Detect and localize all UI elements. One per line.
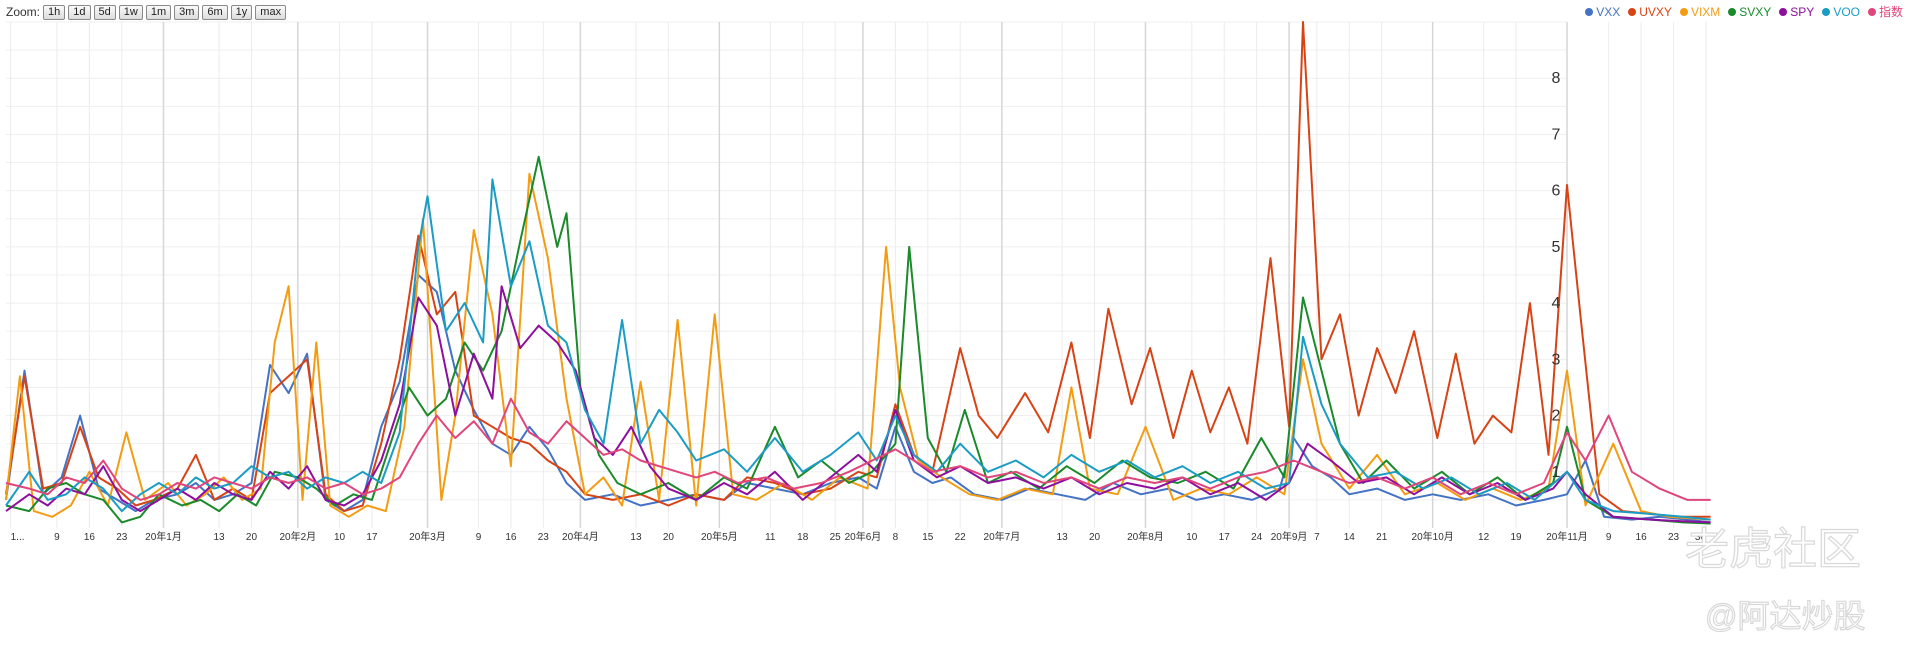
series-line-3 bbox=[5, 155, 1711, 525]
y-tick-label: 4 bbox=[1552, 295, 1561, 312]
x-tick-label: 18 bbox=[797, 532, 809, 543]
watermark: 老虎社区 @阿达炒股 bbox=[1684, 524, 1866, 634]
x-tick-label: 20 bbox=[663, 532, 675, 543]
x-tick-label: 20 bbox=[1089, 532, 1101, 543]
x-tick-label: 20年8月 bbox=[1127, 530, 1164, 543]
legend-item-svxy[interactable]: SVXY bbox=[1728, 4, 1771, 20]
x-tick-label: 11 bbox=[765, 532, 776, 543]
legend-dot-icon bbox=[1867, 8, 1876, 16]
x-tick-label: 16 bbox=[1636, 532, 1648, 543]
x-tick-label: 20年5月 bbox=[701, 530, 738, 543]
zoom-1h-button[interactable]: 1h bbox=[43, 4, 66, 20]
x-tick-label: 12 bbox=[1478, 532, 1490, 543]
x-tick-label: 20年11月 bbox=[1546, 530, 1588, 543]
legend-item-uvxy[interactable]: UVXY bbox=[1628, 4, 1672, 20]
x-tick-label: 20年3月 bbox=[409, 530, 446, 543]
x-tick-label: 15 bbox=[922, 532, 934, 543]
legend: VXX UVXY VIXM SVXY SPY VOO 指数 bbox=[1585, 4, 1903, 20]
x-tick-label: 16 bbox=[505, 532, 517, 543]
x-tick-label: 1... bbox=[11, 532, 25, 543]
watermark-line1: 老虎社区 bbox=[1685, 525, 1861, 574]
x-tick-label: 25 bbox=[830, 532, 842, 543]
legend-label: UVXY bbox=[1639, 5, 1672, 19]
legend-dot-icon bbox=[1628, 8, 1637, 16]
x-tick-label: 20年4月 bbox=[562, 530, 599, 543]
legend-dot-icon bbox=[1679, 8, 1688, 16]
x-tick-label: 20年10月 bbox=[1412, 530, 1454, 543]
zoom-toolbar: Zoom: 1h 1d 5d 1w 1m 3m 6m 1y max bbox=[6, 4, 289, 20]
zoom-1d-button[interactable]: 1d bbox=[68, 4, 91, 20]
zoom-1w-button[interactable]: 1w bbox=[118, 4, 143, 20]
x-tick-label: 13 bbox=[214, 532, 226, 543]
x-tick-label: 16 bbox=[84, 532, 96, 543]
legend-item-vxx[interactable]: VXX bbox=[1585, 4, 1620, 20]
x-tick-label: 14 bbox=[1344, 532, 1356, 543]
x-tick-label: 13 bbox=[1057, 532, 1069, 543]
x-tick-label: 20年1月 bbox=[145, 530, 182, 543]
zoom-label: Zoom: bbox=[6, 5, 41, 19]
y-tick-label: 2 bbox=[1552, 408, 1561, 425]
legend-label: VXX bbox=[1596, 5, 1621, 19]
x-tick-label: 7 bbox=[1314, 532, 1320, 543]
legend-label: VIXM bbox=[1690, 5, 1721, 19]
x-tick-label: 19 bbox=[1510, 532, 1522, 543]
x-tick-label: 23 bbox=[116, 532, 128, 543]
x-tick-label: 24 bbox=[1251, 532, 1263, 543]
legend-label: SPY bbox=[1790, 5, 1815, 19]
x-tick-label: 20年2月 bbox=[279, 530, 316, 543]
series-line-5 bbox=[5, 178, 1711, 521]
y-tick-label: 1 bbox=[1552, 464, 1561, 481]
y-tick-label: 7 bbox=[1552, 126, 1561, 143]
legend-item-vixm[interactable]: VIXM bbox=[1679, 4, 1721, 20]
x-tick-label: 17 bbox=[1219, 532, 1231, 543]
x-tick-label: 9 bbox=[476, 532, 482, 543]
watermark-line2: @阿达炒股 bbox=[1705, 598, 1866, 634]
x-tick-label: 9 bbox=[54, 532, 60, 543]
y-tick-label: 3 bbox=[1552, 351, 1561, 368]
legend-item-voo[interactable]: VOO bbox=[1822, 4, 1860, 20]
x-tick-label: 8 bbox=[893, 532, 899, 543]
legend-item-spy[interactable]: SPY bbox=[1779, 4, 1814, 20]
series-line-1 bbox=[5, 21, 1711, 518]
x-tick-label: 23 bbox=[1668, 532, 1680, 543]
zoom-1m-button[interactable]: 1m bbox=[145, 4, 172, 20]
x-tick-label: 10 bbox=[1186, 532, 1198, 543]
legend-dot-icon bbox=[1822, 8, 1831, 16]
zoom-3m-button[interactable]: 3m bbox=[174, 4, 200, 20]
series-line-6 bbox=[5, 397, 1711, 501]
legend-label: VOO bbox=[1833, 5, 1860, 19]
series-line-4 bbox=[5, 285, 1711, 524]
legend-dot-icon bbox=[1779, 8, 1788, 16]
x-tick-label: 20 bbox=[246, 532, 258, 543]
x-tick-label: 20年7月 bbox=[984, 530, 1021, 543]
legend-label: 指数 bbox=[1878, 5, 1903, 19]
y-tick-label: 6 bbox=[1552, 183, 1561, 200]
x-tick-label: 20年9月 bbox=[1271, 530, 1308, 543]
legend-dot-icon bbox=[1585, 8, 1594, 16]
x-axis-ticks: 1... 9 16 23 20年1月 13 20 20年2月 10 17 20年3月 9 16 23 20年… bbox=[11, 530, 1707, 543]
series-lines bbox=[5, 21, 1711, 525]
y-tick-label: 5 bbox=[1552, 239, 1561, 256]
x-tick-label: 22 bbox=[955, 532, 967, 543]
x-tick-label: 23 bbox=[538, 532, 550, 543]
y-axis-ticks: 1 2 3 4 5 6 7 8 bbox=[1552, 70, 1561, 481]
legend-dot-icon bbox=[1728, 8, 1737, 16]
x-tick-label: 20年6月 bbox=[845, 530, 882, 543]
x-tick-label: 30 bbox=[1695, 532, 1707, 543]
x-tick-label: 17 bbox=[366, 532, 378, 543]
legend-item-index[interactable]: 指数 bbox=[1867, 4, 1903, 20]
x-tick-label: 13 bbox=[630, 532, 642, 543]
x-tick-label: 21 bbox=[1376, 532, 1388, 543]
zoom-max-button[interactable]: max bbox=[255, 4, 287, 20]
zoom-5d-button[interactable]: 5d bbox=[93, 4, 116, 20]
grid bbox=[6, 21, 1707, 528]
x-tick-label: 10 bbox=[334, 532, 346, 543]
y-tick-label: 8 bbox=[1552, 70, 1561, 87]
legend-label: SVXY bbox=[1739, 5, 1772, 19]
x-tick-label: 9 bbox=[1606, 532, 1612, 543]
zoom-6m-button[interactable]: 6m bbox=[202, 4, 228, 20]
zoom-1y-button[interactable]: 1y bbox=[230, 4, 253, 20]
